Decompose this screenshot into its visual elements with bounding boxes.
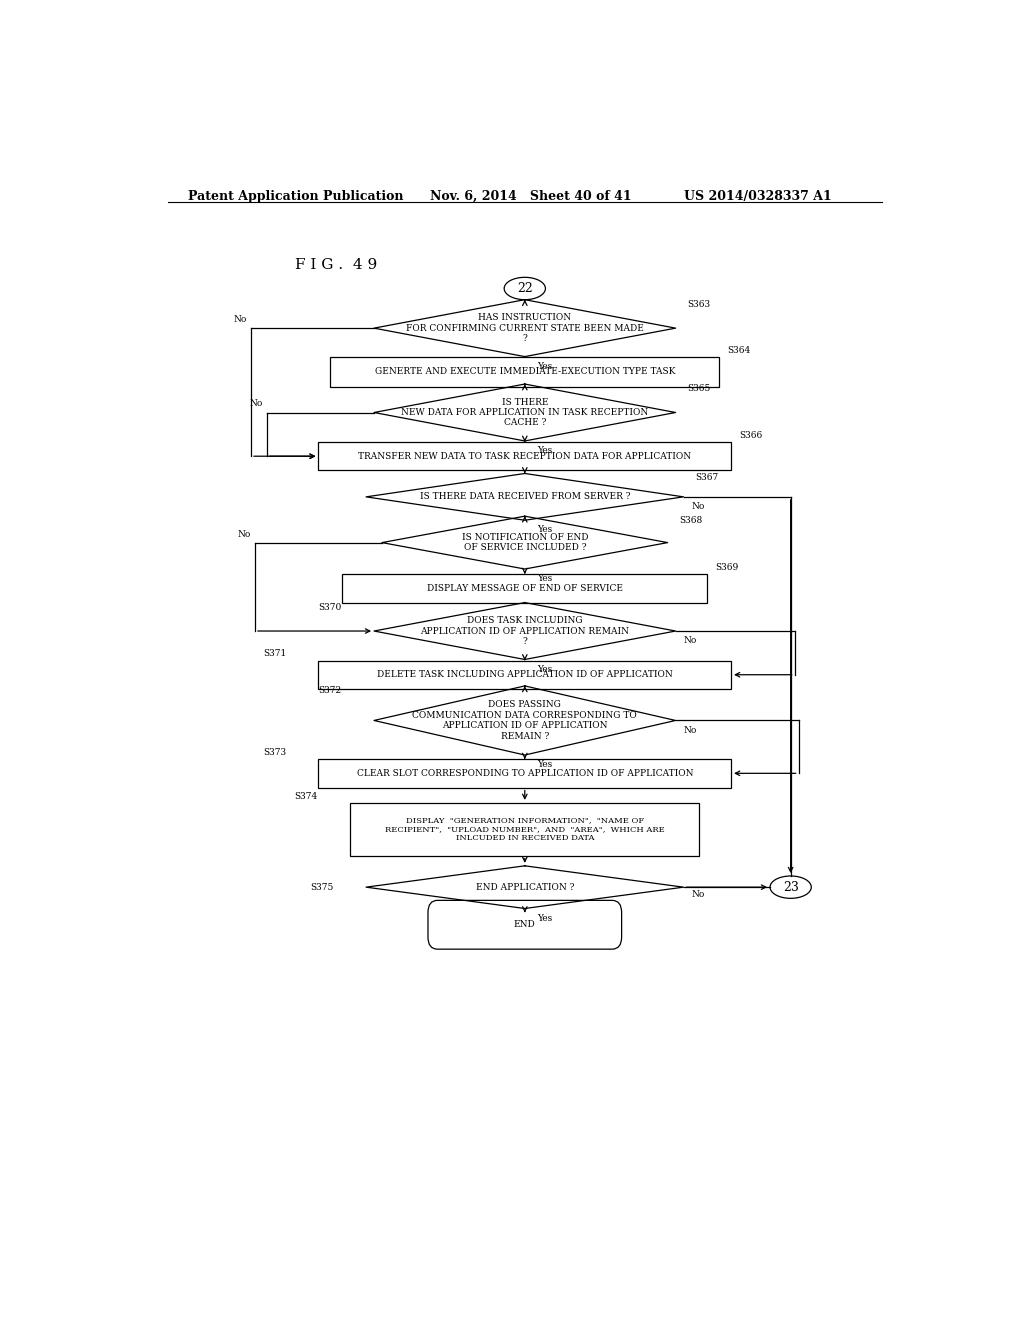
Text: S373: S373: [263, 748, 286, 758]
Text: CLEAR SLOT CORRESPONDING TO APPLICATION ID OF APPLICATION: CLEAR SLOT CORRESPONDING TO APPLICATION …: [356, 768, 693, 777]
Text: Nov. 6, 2014   Sheet 40 of 41: Nov. 6, 2014 Sheet 40 of 41: [430, 190, 631, 203]
Text: No: No: [233, 315, 247, 325]
FancyBboxPatch shape: [428, 900, 622, 949]
Text: S371: S371: [263, 649, 286, 659]
Text: S365: S365: [687, 384, 711, 393]
Text: No: No: [691, 890, 705, 899]
Text: No: No: [691, 502, 705, 511]
Text: S375: S375: [310, 883, 334, 891]
Text: Yes: Yes: [538, 760, 553, 770]
Text: IS NOTIFICATION OF END
OF SERVICE INCLUDED ?: IS NOTIFICATION OF END OF SERVICE INCLUD…: [462, 533, 588, 552]
Text: Yes: Yes: [538, 664, 553, 673]
Text: 23: 23: [782, 880, 799, 894]
Text: DOES TASK INCLUDING
APPLICATION ID OF APPLICATION REMAIN
?: DOES TASK INCLUDING APPLICATION ID OF AP…: [420, 616, 630, 645]
Text: No: No: [238, 529, 251, 539]
Text: Yes: Yes: [538, 574, 553, 583]
Text: S367: S367: [695, 474, 719, 483]
Text: DOES PASSING
COMMUNICATION DATA CORRESPONDING TO
APPLICATION ID OF APPLICATION
R: DOES PASSING COMMUNICATION DATA CORRESPO…: [413, 701, 637, 741]
Text: END: END: [514, 920, 536, 929]
Ellipse shape: [770, 876, 811, 899]
Text: Yes: Yes: [538, 446, 553, 455]
Text: No: No: [684, 726, 697, 734]
Text: GENERTE AND EXECUTE IMMEDIATE-EXECUTION TYPE TASK: GENERTE AND EXECUTE IMMEDIATE-EXECUTION …: [375, 367, 675, 376]
Text: S366: S366: [739, 430, 762, 440]
Text: No: No: [684, 636, 697, 645]
Text: S370: S370: [318, 602, 342, 611]
Text: S369: S369: [715, 564, 738, 572]
Text: No: No: [250, 400, 263, 408]
Bar: [350, 803, 699, 855]
Text: F I G .  4 9: F I G . 4 9: [295, 259, 377, 272]
Text: HAS INSTRUCTION
FOR CONFIRMING CURRENT STATE BEEN MADE
?: HAS INSTRUCTION FOR CONFIRMING CURRENT S…: [406, 313, 644, 343]
Text: Yes: Yes: [538, 913, 553, 923]
Bar: [342, 574, 708, 602]
Bar: [318, 660, 731, 689]
Text: Yes: Yes: [538, 525, 553, 535]
Text: Yes: Yes: [538, 362, 553, 371]
Bar: [318, 759, 731, 788]
Text: Patent Application Publication: Patent Application Publication: [187, 190, 403, 203]
Text: 22: 22: [517, 282, 532, 294]
Bar: [331, 356, 719, 387]
Text: IS THERE DATA RECEIVED FROM SERVER ?: IS THERE DATA RECEIVED FROM SERVER ?: [420, 492, 630, 502]
Text: S374: S374: [295, 792, 317, 801]
Text: S372: S372: [318, 686, 342, 694]
Text: IS THERE
NEW DATA FOR APPLICATION IN TASK RECEPTION
CACHE ?: IS THERE NEW DATA FOR APPLICATION IN TAS…: [401, 397, 648, 428]
Text: S368: S368: [680, 516, 702, 525]
Ellipse shape: [504, 277, 546, 300]
Text: DISPLAY MESSAGE OF END OF SERVICE: DISPLAY MESSAGE OF END OF SERVICE: [427, 583, 623, 593]
Text: US 2014/0328337 A1: US 2014/0328337 A1: [684, 190, 831, 203]
Text: DELETE TASK INCLUDING APPLICATION ID OF APPLICATION: DELETE TASK INCLUDING APPLICATION ID OF …: [377, 671, 673, 680]
Bar: [318, 442, 731, 470]
Text: S363: S363: [687, 300, 711, 309]
Text: DISPLAY  "GENERATION INFORMATION",  "NAME OF
RECIPIENT",  "UPLOAD NUMBER",  AND : DISPLAY "GENERATION INFORMATION", "NAME …: [385, 816, 665, 842]
Text: S364: S364: [727, 346, 751, 355]
Text: TRANSFER NEW DATA TO TASK RECEPTION DATA FOR APPLICATION: TRANSFER NEW DATA TO TASK RECEPTION DATA…: [358, 451, 691, 461]
Text: END APPLICATION ?: END APPLICATION ?: [475, 883, 574, 891]
